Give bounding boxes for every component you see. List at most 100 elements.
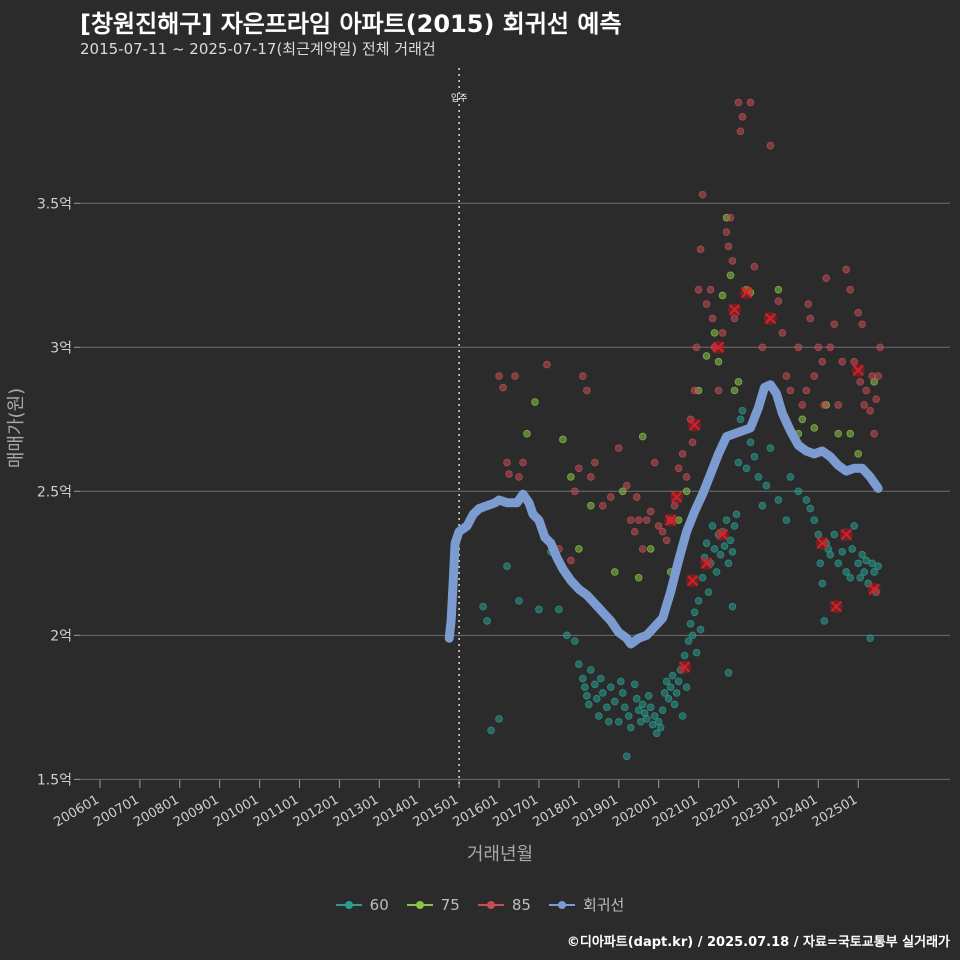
highlight-marker [688,418,702,432]
data-point-85 [736,127,745,136]
data-point-60 [732,510,741,519]
data-point-75 [710,329,719,337]
data-point-60 [830,530,839,539]
data-point-60 [597,674,605,683]
data-point-85 [505,470,513,478]
data-point-85 [622,481,631,490]
x-tick-label: 200601 [51,792,101,830]
data-point-60 [624,712,633,720]
highlight-marker [763,311,777,325]
data-point-85 [511,372,519,380]
highlight-marker [712,340,726,354]
x-tick-label: 201401 [371,792,421,830]
data-point-60 [754,473,763,481]
data-point-60 [742,464,751,473]
highlight-cross [764,312,777,325]
data-point-60 [854,559,863,568]
y-axis-label: 매매가(원) [6,388,27,468]
x-tick-label: 202401 [770,792,820,830]
data-point-85 [838,357,847,366]
data-point-85 [818,357,827,366]
data-point-60 [730,522,739,530]
data-point-60 [646,703,655,712]
data-point-60 [728,548,737,556]
highlight-marker [700,556,714,570]
y-axis-ticks: 1.5억 2억 2.5억 3억 3.5억 [37,196,80,788]
highlight-cross [664,514,677,526]
data-point-60 [758,501,767,510]
highlight-cross [840,528,852,541]
data-point-85 [634,516,643,524]
x-tick-label: 201801 [530,792,580,830]
data-point-85 [662,536,671,545]
data-point-60 [710,545,719,553]
data-point-60 [762,481,771,490]
data-point-60 [786,473,795,481]
data-point-60 [610,697,619,706]
data-point-75 [718,291,727,300]
highlight-marker [716,528,730,542]
data-point-60 [750,452,759,461]
x-tick-label: 202001 [610,792,660,830]
legend-label-60: 60 [369,895,389,914]
move-in-marker: 입주 [451,68,467,788]
data-point-60 [846,573,855,582]
data-point-60 [842,568,851,576]
x-tick-label: 201601 [451,792,501,830]
data-point-60 [515,596,523,605]
data-point-85 [698,190,707,199]
data-point-85 [614,444,623,452]
data-point-75 [634,573,643,582]
data-point-60 [856,573,865,582]
data-point-85 [820,401,829,409]
data-point-85 [686,415,695,424]
data-point-85 [571,487,579,496]
data-point-60 [690,608,699,617]
data-point-85 [730,314,739,323]
data-point-85 [860,401,868,409]
data-point-85 [642,516,651,524]
data-point-85 [814,343,823,352]
data-point-60 [650,712,659,720]
data-point-85 [579,372,587,380]
data-point-60 [734,458,743,467]
data-point-85 [718,329,727,337]
data-point-85 [798,401,807,409]
x-tick-label: 200801 [131,792,181,830]
data-point-85 [822,274,831,282]
highlight-cross [670,491,683,503]
highlight-marker [851,363,865,377]
data-point-60 [738,406,747,415]
data-point-85 [626,516,635,524]
x-tick-label: 202301 [730,792,780,830]
legend-key-regression [548,899,575,911]
legend-label-regression: 회귀선 [582,896,625,914]
data-point-60 [858,550,867,559]
highlight-cross [728,304,741,316]
data-point-60 [632,694,641,703]
data-point-60 [704,588,713,596]
data-point-60 [806,504,815,513]
data-point-85 [583,386,591,395]
data-point-85 [728,257,737,265]
data-point-85 [830,320,839,329]
data-point-60 [850,522,859,530]
highlight-cross [712,341,725,353]
data-point-60 [614,717,623,726]
data-point-85 [630,527,639,536]
data-point-60 [593,694,601,703]
data-point-60 [660,689,669,697]
data-point-60 [581,683,589,691]
highlight-cross [830,600,842,613]
data-point-60 [575,660,583,668]
data-point-85 [515,473,523,481]
y-tick-label: 1.5억 [37,772,72,788]
data-point-60 [818,579,827,588]
data-point-60 [774,496,783,504]
data-point-60 [563,631,571,640]
data-point-60 [587,666,595,674]
data-point-85 [591,458,599,467]
chart-title: [창원진해구] 자은프라임 아파트(2015) 회귀선 예측 [80,10,622,38]
data-point-85 [810,372,819,380]
data-point-75 [854,450,863,458]
